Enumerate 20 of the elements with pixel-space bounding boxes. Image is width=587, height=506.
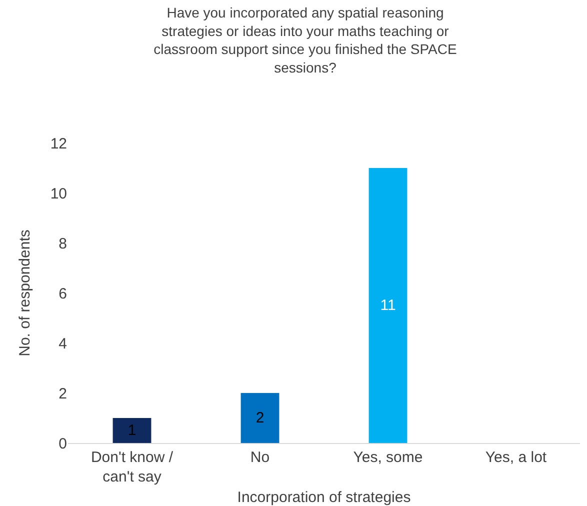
data-label: 2 bbox=[256, 410, 264, 426]
y-tick-label: 2 bbox=[58, 385, 67, 402]
y-tick-label: 12 bbox=[50, 135, 67, 152]
x-tick-label: Yes, some bbox=[353, 449, 423, 466]
data-label: 1 bbox=[128, 422, 136, 439]
bar bbox=[368, 168, 408, 443]
x-tick-label: Don't know / can't say bbox=[90, 449, 174, 486]
data-label: 11 bbox=[380, 297, 396, 314]
y-tick-label: 8 bbox=[58, 235, 67, 252]
x-tick-label: Yes, a lot bbox=[485, 449, 548, 466]
chart-title: Have you incorporated any spatial reasoning strategies or ideas into your maths teaching or classroom support since you finished the SPACE sessions? bbox=[154, 4, 457, 76]
y-tick-label: 4 bbox=[58, 335, 67, 352]
y-tick-label: 10 bbox=[50, 185, 67, 202]
x-axis-title: Incorporation of strategies bbox=[237, 489, 411, 506]
y-tick-label: 0 bbox=[58, 435, 67, 452]
y-tick-label: 6 bbox=[58, 285, 67, 302]
y-axis-title: No. of respondents bbox=[16, 230, 34, 356]
bar bbox=[112, 418, 152, 443]
x-tick-label: No bbox=[250, 449, 270, 466]
bar bbox=[240, 393, 280, 443]
